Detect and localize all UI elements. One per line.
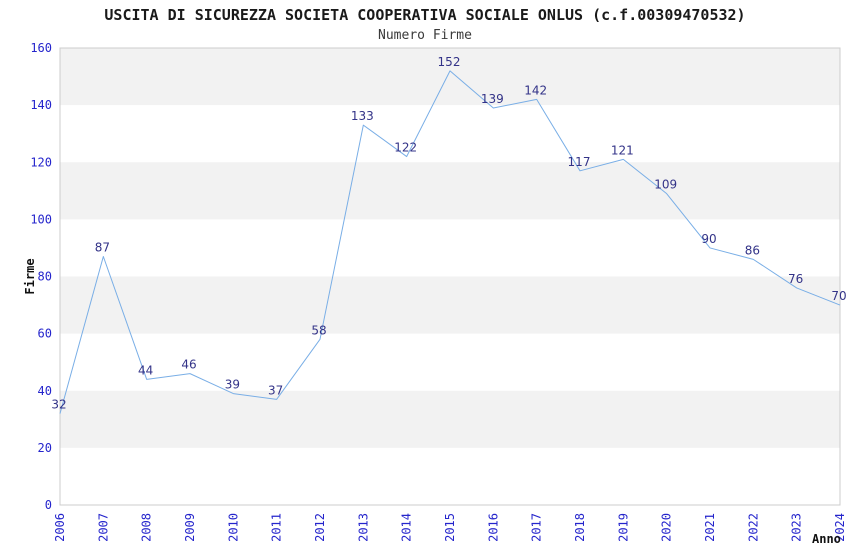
x-tick-label: 2024: [833, 513, 847, 542]
y-axis-title: Firme: [23, 258, 37, 294]
y-tick-label: 20: [38, 441, 52, 455]
value-label: 32: [51, 398, 66, 412]
x-tick-label: 2023: [790, 513, 804, 542]
value-label: 133: [351, 109, 374, 123]
x-tick-label: 2013: [356, 513, 370, 542]
value-label: 122: [394, 141, 417, 155]
value-label: 76: [788, 272, 803, 286]
y-tick-label: 160: [30, 41, 52, 55]
y-tick-label: 0: [45, 498, 52, 512]
x-tick-label: 2008: [140, 513, 154, 542]
value-label: 44: [138, 363, 153, 377]
value-label: 39: [225, 378, 240, 392]
x-tick-label: 2012: [313, 513, 327, 542]
series-line: [59, 70, 841, 414]
plot-border: [59, 47, 841, 506]
y-tick-label: 60: [38, 327, 52, 341]
value-label: 58: [311, 323, 326, 337]
band-row: [60, 390, 840, 448]
value-label: 121: [611, 143, 634, 157]
x-tick-label: 2017: [530, 513, 544, 542]
value-label: 142: [524, 83, 547, 97]
y-tick-label: 120: [30, 155, 52, 169]
y-tick-label: 80: [38, 270, 52, 284]
x-tick-label: 2019: [616, 513, 630, 542]
x-tick-label: 2009: [183, 513, 197, 542]
x-tick-label: 2022: [746, 513, 760, 542]
x-tick-label: 2014: [400, 513, 414, 542]
x-tick-label: 2021: [703, 513, 717, 542]
value-label: 46: [181, 358, 196, 372]
value-label: 87: [95, 241, 110, 255]
value-label: 109: [654, 178, 677, 192]
chart-subtitle: Numero Firme: [378, 28, 472, 43]
y-tick-label: 40: [38, 384, 52, 398]
x-tick-label: 2015: [443, 513, 457, 542]
x-tick-label: 2018: [573, 513, 587, 542]
value-label: 37: [268, 383, 283, 397]
x-tick-label: 2016: [486, 513, 500, 542]
value-label: 86: [745, 243, 760, 257]
x-tick-label: 2011: [270, 513, 284, 542]
x-tick-label: 2010: [226, 513, 240, 542]
band-row: [60, 276, 840, 334]
y-tick-label: 140: [30, 98, 52, 112]
band-row: [60, 48, 840, 106]
value-label: 117: [568, 155, 591, 169]
value-label: 139: [481, 92, 504, 106]
value-label: 90: [701, 232, 716, 246]
value-label: 152: [438, 55, 461, 69]
band-row: [60, 162, 840, 220]
x-tick-label: 2020: [660, 513, 674, 542]
value-label: 70: [831, 289, 846, 303]
y-tick-label: 100: [30, 212, 52, 226]
chart-title: USCITA DI SICUREZZA SOCIETA COOPERATIVA …: [104, 6, 746, 24]
x-axis-title: Anno: [812, 532, 841, 546]
x-tick-label: 2007: [96, 513, 110, 542]
x-tick-label: 2006: [53, 513, 67, 542]
